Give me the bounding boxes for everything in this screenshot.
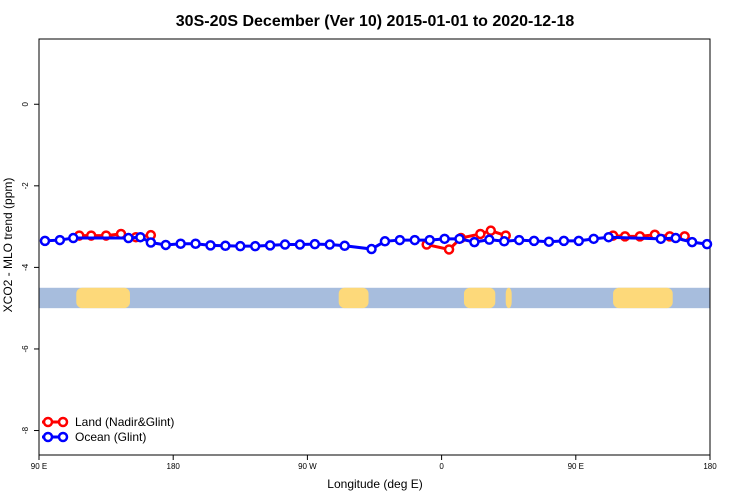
land-strip-segment (463, 287, 496, 309)
ocean-data-point (588, 233, 599, 245)
ocean-data-point (294, 239, 306, 250)
ocean-data-point (528, 235, 540, 247)
ocean-series-line (44, 235, 708, 251)
ocean-data-point (701, 238, 713, 250)
legend-ocean-marker (42, 431, 54, 443)
ocean-data-point (655, 233, 667, 245)
ocean-data-point (484, 234, 495, 245)
ocean-data-point (394, 234, 406, 246)
legend-land-label: Land (Nadir&Glint) (75, 415, 174, 429)
ocean-data-point (366, 243, 377, 255)
ocean-data-point (498, 236, 510, 247)
ocean-data-point (68, 232, 79, 244)
ocean-data-point (309, 238, 321, 250)
ocean-data-point (686, 236, 698, 248)
ocean-data-point (249, 240, 261, 252)
land-strip-segment (613, 287, 673, 309)
land-strip-segment (338, 287, 369, 309)
x-axis: 90 E 180 90 W 0 90 E 180 (31, 455, 717, 471)
ocean-data-point (235, 240, 246, 252)
land-data-point (443, 244, 455, 255)
ocean-data-point (409, 234, 421, 246)
series-layer (39, 225, 713, 255)
ocean-data-point (123, 232, 134, 244)
ocean-data-point (513, 234, 525, 246)
y-tick-label: -6 (21, 345, 30, 353)
legend: Land (Nadir&Glint)Ocean (Glint) (42, 415, 174, 444)
y-axis-label: XCO2 - MLO trend (ppm) (1, 178, 15, 313)
x-tick-label: 90 E (568, 462, 584, 471)
ocean-data-point (220, 240, 231, 252)
ocean-data-point (439, 233, 450, 245)
legend-ocean-marker (57, 431, 69, 443)
y-tick-label: -4 (21, 263, 30, 271)
ocean-data-point (264, 240, 276, 251)
x-tick-label: 180 (167, 462, 181, 471)
plot-area (38, 38, 711, 456)
x-axis-label: Longitude (deg E) (327, 477, 422, 491)
ocean-data-point (379, 236, 391, 247)
ocean-data-point (279, 239, 291, 250)
x-tick-label: 90 E (31, 462, 47, 471)
ocean-data-point (543, 236, 555, 247)
land-data-point (485, 225, 497, 236)
y-axis: 0 -2 -4 -6 -8 (21, 101, 39, 434)
land-data-point (475, 228, 486, 240)
legend-land-marker (57, 416, 69, 428)
land-strip-segment (505, 287, 512, 309)
ocean-data-point (424, 234, 435, 246)
ocean-data-point (670, 232, 681, 244)
ocean-data-point (324, 239, 336, 250)
x-tick-label: 0 (439, 462, 444, 471)
ocean-data-point (339, 240, 350, 252)
legend-land-marker (42, 416, 54, 428)
land-strip-segment (76, 287, 130, 309)
ocean-data-point (205, 240, 216, 251)
ocean-data-point (558, 235, 570, 247)
ocean-data-point (145, 237, 157, 248)
ocean-strip (39, 287, 710, 309)
y-tick-label: 0 (21, 101, 30, 106)
chart-title: 30S-20S December (Ver 10) 2015-01-01 to … (176, 13, 575, 30)
ocean-data-point (454, 233, 465, 245)
ocean-data-point (160, 239, 171, 251)
y-tick-label: -2 (21, 182, 30, 190)
ocean-data-point (469, 236, 480, 248)
ocean-data-point (603, 231, 614, 243)
ocean-data-point (573, 235, 585, 247)
ocean-data-point (39, 235, 51, 247)
x-tick-label: 90 W (298, 462, 317, 471)
y-tick-label: -8 (21, 426, 30, 434)
ocean-data-point (54, 234, 66, 246)
x-tick-label: 180 (703, 462, 717, 471)
ocean-data-point (190, 238, 201, 249)
ocean-data-point (135, 231, 146, 243)
legend-ocean-label: Ocean (Glint) (75, 430, 146, 444)
ocean-data-point (175, 238, 186, 249)
